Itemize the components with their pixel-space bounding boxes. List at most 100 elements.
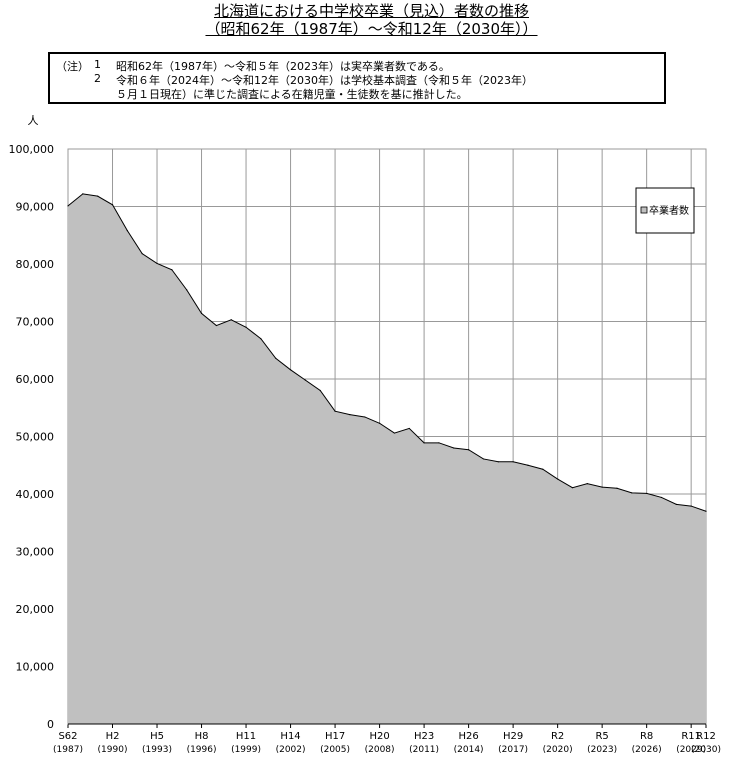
y-tick-label: 50,000 [16,431,55,444]
x-tick-label-year: (2005) [320,745,350,755]
x-tick-label-year: (2014) [454,745,484,755]
data-point [497,461,499,463]
x-tick-label-era: H11 [236,731,256,742]
y-axis-ticks: 0 10,000 20,000 30,000 40,000 50,000 60,000 70,… [9,143,55,731]
data-point [378,422,381,424]
area-series-line [67,193,707,512]
data-point [215,324,217,327]
data-point [557,478,559,480]
data-point [586,483,588,485]
x-tick-label-era: R12 [696,731,716,742]
x-tick-label-era: H23 [414,731,434,742]
data-point [601,486,603,488]
plot-area [67,193,707,725]
x-tick-label-year: (2020) [543,745,573,755]
data-point [393,432,396,434]
y-tick-label: 70,000 [16,316,55,329]
data-point [631,492,633,494]
x-tick-label-era: H5 [150,731,164,742]
data-point [646,492,648,495]
data-point [67,205,69,207]
data-point [408,427,410,430]
data-point [260,338,262,340]
data-point [186,289,188,291]
y-tick-label: 30,000 [16,546,55,559]
data-point [304,379,306,381]
data-point [200,312,203,315]
data-point [438,442,440,444]
data-point [275,357,277,359]
x-tick-label-era: H20 [369,731,389,742]
data-point [690,505,692,507]
y-tick-label: 40,000 [16,488,55,501]
data-point [97,195,99,197]
x-tick-label-year: (2023) [587,745,617,755]
x-tick-label-year: (1996) [187,745,217,755]
x-tick-label-era: R8 [640,731,653,742]
data-point [675,503,677,505]
data-point [334,410,336,412]
data-point [527,464,529,466]
x-tick-label-year: (1999) [231,745,261,755]
data-point [453,447,455,449]
x-tick-label-year: (2026) [632,745,662,755]
data-point [82,193,84,195]
note-box: （注） 1 昭和62年（1987年）～令和５年（2023年）は実卒業者数である。… [48,52,666,104]
data-point [364,416,366,418]
area-chart: 0 10,000 20,000 30,000 40,000 50,000 60,000 70,… [9,114,721,755]
x-tick-label-year: (2008) [365,745,395,755]
x-tick-label-year: (2011) [409,745,439,755]
y-tick-label: 60,000 [16,373,55,386]
x-tick-label-era: S62 [58,731,77,742]
data-point [230,319,232,321]
note-item2-text-cont: ５月１日現在）に準じた調査による在籍児童・生徒数を基に推計した。 [116,88,468,101]
data-point [319,389,321,392]
data-point [126,230,128,232]
y-tick-label: 90,000 [16,201,55,214]
data-point [705,510,707,512]
y-tick-label: 0 [47,718,54,731]
y-tick-label: 100,000 [9,143,55,156]
note-marker: （注） [56,60,89,73]
data-point [423,442,425,444]
x-tick-label-era: H17 [325,731,345,742]
x-tick-label-era: R11 [681,731,701,742]
y-tick-label: 80,000 [16,258,55,271]
data-point [171,269,173,271]
note-item1-number: 1 [94,58,101,71]
x-tick-label-year: (1990) [98,745,128,755]
x-tick-label-year: (1993) [142,745,172,755]
x-tick-label-era: H26 [458,731,478,742]
legend-swatch [640,206,648,214]
data-point [156,262,158,265]
x-tick-label-year: (2030) [691,745,721,755]
x-axis-ticks: S62 (1987) H2 (1990) H5 (1993) H8 (1996) H11 (199… [53,731,721,755]
data-point [289,369,292,371]
data-point [482,458,485,460]
data-point [468,449,470,451]
y-tick-label: 10,000 [16,661,55,674]
data-point [512,461,514,463]
y-tick-label: 20,000 [16,603,55,616]
data-point [245,326,247,328]
x-tick-label-year: (2017) [498,745,528,755]
x-tick-label-era: H8 [195,731,209,742]
data-point [660,496,663,499]
legend-label: 卒業者数 [649,204,689,217]
note-item1-text: 昭和62年（1987年）～令和５年（2023年）は実卒業者数である。 [116,60,450,73]
note-item2-text: 令和６年（2024年）～令和12年（2030年）は学校基本調査（令和５年（202… [116,74,533,87]
data-point [141,253,143,255]
x-tick-label-year: (1987) [53,745,83,755]
data-point [542,468,544,470]
note-item2-number: 2 [94,72,101,85]
data-point [349,414,351,416]
area-series-fill [68,193,706,725]
x-tick-label-year: (2029) [676,745,706,755]
data-point [571,487,574,489]
x-tick-label-era: R2 [551,731,564,742]
x-tick-label-era: R5 [595,731,608,742]
x-tick-label-era: H2 [106,731,120,742]
legend: 卒業者数 [635,187,695,234]
data-point [616,487,618,489]
x-tick-label-era: H29 [503,731,523,742]
